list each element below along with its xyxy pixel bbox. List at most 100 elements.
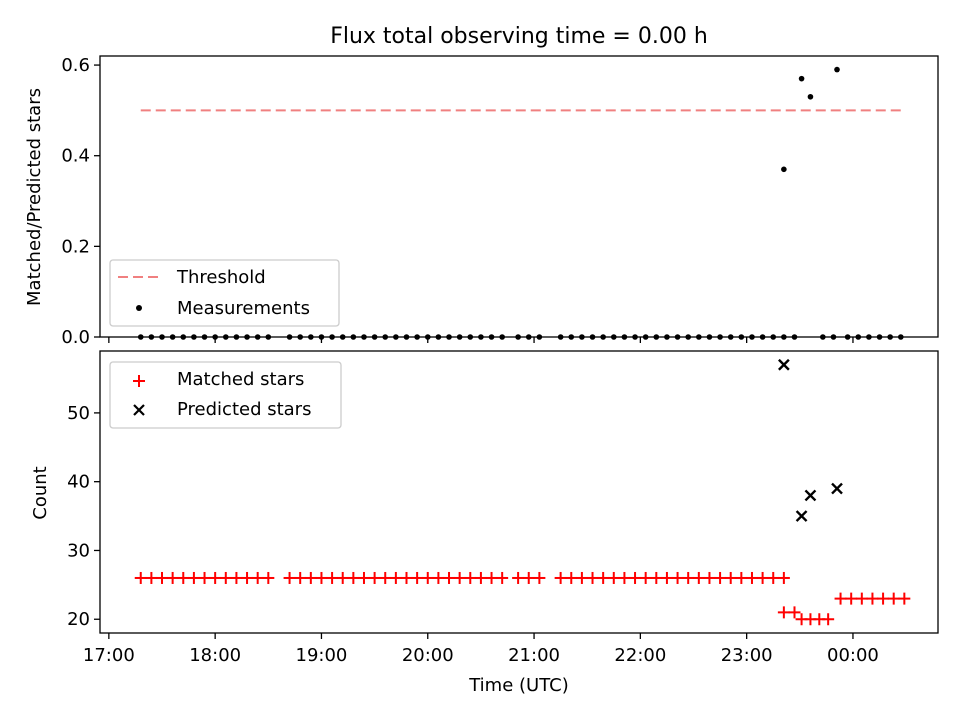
measurement-point <box>403 334 410 340</box>
bottom-x-tick-label: 18:00 <box>189 645 241 666</box>
matched-star-point <box>735 571 748 584</box>
matched-star-point <box>145 571 158 584</box>
matched-star-point <box>187 571 200 584</box>
measurement-point <box>393 334 399 340</box>
matched-star-point <box>336 571 349 584</box>
matched-star-point <box>315 571 328 584</box>
measurement-point <box>525 334 532 340</box>
matched-star-point <box>443 571 456 584</box>
matched-star-point <box>660 571 673 584</box>
measurement-point <box>749 334 755 340</box>
measurement-point <box>866 334 872 340</box>
measurement-point <box>579 334 585 340</box>
measurement-point <box>820 334 826 340</box>
matched-star-point <box>565 571 578 584</box>
legend-predicted-marker <box>133 404 145 416</box>
matched-star-point <box>575 571 588 584</box>
matched-star-point <box>421 571 434 584</box>
measurement-point <box>201 334 208 340</box>
legend-matched-marker <box>133 375 145 387</box>
matched-star-point <box>703 571 716 584</box>
measurement-point <box>791 334 798 340</box>
measurement-point <box>830 334 837 340</box>
matched-star-point <box>357 571 370 584</box>
matched-stars-points <box>134 571 911 626</box>
measurement-point <box>371 334 378 340</box>
bottom-x-tick-label: 00:00 <box>827 645 879 666</box>
measurement-point <box>308 334 314 340</box>
measurement-point <box>759 334 766 340</box>
top-legend-box <box>109 259 340 327</box>
matched-star-point <box>326 571 339 584</box>
matched-star-point <box>209 571 222 584</box>
measurement-point <box>781 334 787 340</box>
matched-star-point <box>156 571 169 584</box>
matched-star-point <box>777 606 790 619</box>
bottom-legend-box <box>109 361 342 429</box>
matched-star-point <box>177 571 190 584</box>
matched-star-point <box>166 571 179 584</box>
measurement-point <box>600 334 606 340</box>
matched-star-point <box>389 571 402 584</box>
measurement-point <box>834 66 840 73</box>
predicted-stars-points <box>778 358 843 522</box>
matched-star-point <box>629 571 642 584</box>
measurement-point <box>435 334 442 340</box>
top-y-tick-label: 0.6 <box>61 55 90 76</box>
measurement-point <box>488 334 495 340</box>
measurement-point <box>467 334 474 340</box>
measurement-point <box>137 334 144 340</box>
matched-star-point <box>866 592 879 605</box>
measurement-point <box>318 334 325 340</box>
measurement-point <box>456 334 463 340</box>
measurement-point <box>807 93 814 100</box>
measurement-point <box>414 334 420 340</box>
matched-star-point <box>845 592 858 605</box>
measurement-point <box>674 334 681 340</box>
measurement-point <box>855 334 862 340</box>
bottom-plot-area: 20 30 40 50 17:00 18:00 19:00 20:00 21:00 22:00 2… <box>30 350 939 696</box>
measurement-point <box>478 334 484 340</box>
top-plot-area: 0.0 0.2 0.4 0.6 Matched/Predicted stars Thr… <box>24 55 939 348</box>
measurement-point <box>557 334 564 340</box>
bottom-axes-frame <box>99 350 939 634</box>
matched-star-point <box>834 592 847 605</box>
measurement-point <box>515 334 521 340</box>
matched-star-point <box>134 571 147 584</box>
measurement-point <box>589 334 596 340</box>
matched-star-point <box>251 571 264 584</box>
matched-star-point <box>368 571 381 584</box>
predicted-star-point <box>778 358 790 371</box>
measurement-point <box>632 334 638 340</box>
matched-star-point <box>379 571 392 584</box>
matched-star-point <box>788 606 801 619</box>
matched-star-point <box>822 613 835 626</box>
matched-star-point <box>877 592 890 605</box>
matched-star-point <box>692 571 705 584</box>
measurement-point <box>265 334 272 340</box>
matched-star-point <box>618 571 631 584</box>
matched-star-point <box>230 571 243 584</box>
measurement-point <box>233 334 240 340</box>
top-y-axis-label: Matched/Predicted stars <box>24 88 45 306</box>
matched-star-point <box>533 571 546 584</box>
measurement-point <box>781 166 787 173</box>
legend-predicted-label: Predicted stars <box>177 399 311 420</box>
matched-star-point <box>304 571 317 584</box>
matched-star-point <box>411 571 424 584</box>
top-y-tick-label: 0.4 <box>61 146 90 167</box>
matched-star-point <box>474 571 487 584</box>
measurement-point <box>148 334 155 340</box>
bottom-x-tick-label: 19:00 <box>296 645 348 666</box>
matched-star-point <box>767 571 780 584</box>
bottom-x-tick-label: 21:00 <box>508 645 560 666</box>
matched-star-point <box>724 571 737 584</box>
measurement-point <box>499 334 505 340</box>
measurement-point <box>212 334 218 340</box>
matched-star-point <box>607 571 620 584</box>
bottom-y-tick-label: 30 <box>67 540 90 561</box>
measurement-point <box>254 334 261 340</box>
bottom-x-tick-label: 22:00 <box>614 645 666 666</box>
measurement-point <box>798 75 805 82</box>
